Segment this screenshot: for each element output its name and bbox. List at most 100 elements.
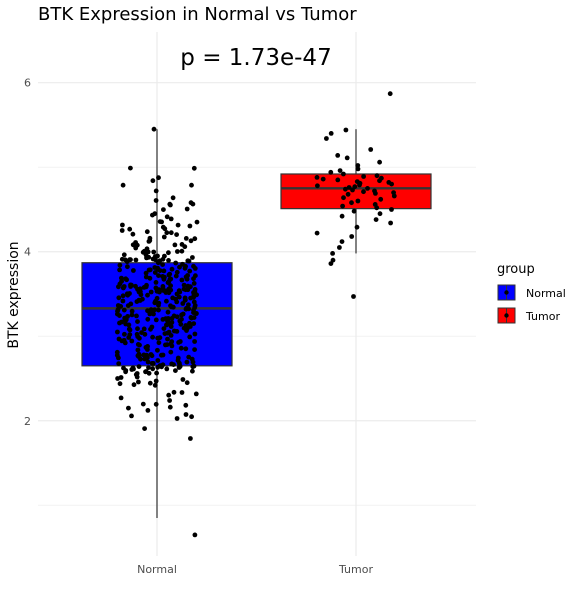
point-normal [150,178,156,184]
point-normal [163,290,169,295]
point-normal [123,369,128,375]
point-tumor [388,220,393,226]
point-normal [153,378,159,384]
point-normal [138,356,143,362]
point-normal [169,266,175,272]
point-normal [145,292,150,298]
point-normal [135,347,141,353]
point-normal [116,336,122,342]
point-normal [184,326,190,331]
point-normal [140,401,146,407]
point-normal [133,240,139,245]
point-normal [193,311,199,316]
legend-label-normal: Normal [526,287,566,300]
point-normal [184,359,190,365]
point-tumor [315,183,320,189]
point-tumor [349,234,355,239]
point-normal [140,296,145,302]
point-tumor [335,177,341,183]
point-normal [164,366,170,372]
point-normal [167,398,173,403]
point-normal [134,374,140,380]
point-normal [118,395,124,401]
point-normal [178,345,184,351]
point-normal [155,347,160,353]
point-normal [154,288,160,294]
point-normal [121,307,127,313]
point-normal [183,402,189,408]
point-tumor [343,186,348,192]
point-normal [135,286,140,292]
point-normal [194,219,200,225]
point-normal [135,326,140,332]
point-normal [169,343,175,349]
point-normal [149,361,155,366]
point-normal [156,340,162,346]
point-normal [164,214,170,220]
point-normal [128,301,134,307]
y-tick-label: 2 [24,415,31,428]
point-normal [190,368,195,374]
point-normal [117,262,123,268]
point-normal [147,267,153,273]
point-normal [138,292,144,298]
point-normal [175,355,181,361]
point-tumor [368,147,374,152]
point-normal [174,329,180,334]
point-normal [145,308,150,314]
point-normal [127,291,132,296]
point-normal [136,364,142,369]
point-normal [192,287,198,292]
point-normal [153,280,159,285]
point-tumor [343,127,349,133]
point-normal [114,349,120,355]
point-normal [161,207,166,213]
point-tumor [361,189,366,195]
point-tumor [373,217,379,223]
point-normal [164,230,170,236]
point-normal [163,316,169,321]
point-normal [133,257,139,263]
point-tumor [351,294,356,299]
point-normal [192,236,198,242]
point-normal [191,263,196,269]
y-axis-ticks: 2 4 6 [24,77,31,428]
point-normal [161,326,167,331]
point-normal [177,264,182,270]
point-tumor [378,196,384,202]
point-normal [160,284,166,289]
point-normal [177,339,183,344]
point-normal [145,355,150,361]
point-normal [188,315,194,320]
point-normal [167,404,173,410]
point-normal [115,308,120,314]
point-normal [170,295,176,301]
point-tumor [374,205,380,211]
point-normal [179,277,185,283]
point-normal [119,319,124,325]
point-normal [153,188,159,194]
point-normal [160,362,166,368]
point-normal [156,175,161,181]
point-tumor [350,187,355,193]
point-normal [174,232,180,238]
point-normal [180,311,186,317]
point-normal [145,359,151,365]
point-normal [160,224,166,230]
point-normal [148,326,153,332]
point-normal [186,354,192,360]
point-normal [183,346,189,352]
point-normal [140,249,146,255]
point-normal [175,222,181,228]
point-normal [169,320,175,325]
point-tumor [328,261,334,266]
point-normal [188,295,194,301]
point-tumor [335,153,341,158]
point-normal [129,312,135,318]
point-normal [119,228,125,233]
point-normal [167,271,173,277]
legend-key-point [504,290,509,295]
point-normal [136,379,141,385]
point-normal [143,369,148,375]
point-normal [127,327,133,333]
